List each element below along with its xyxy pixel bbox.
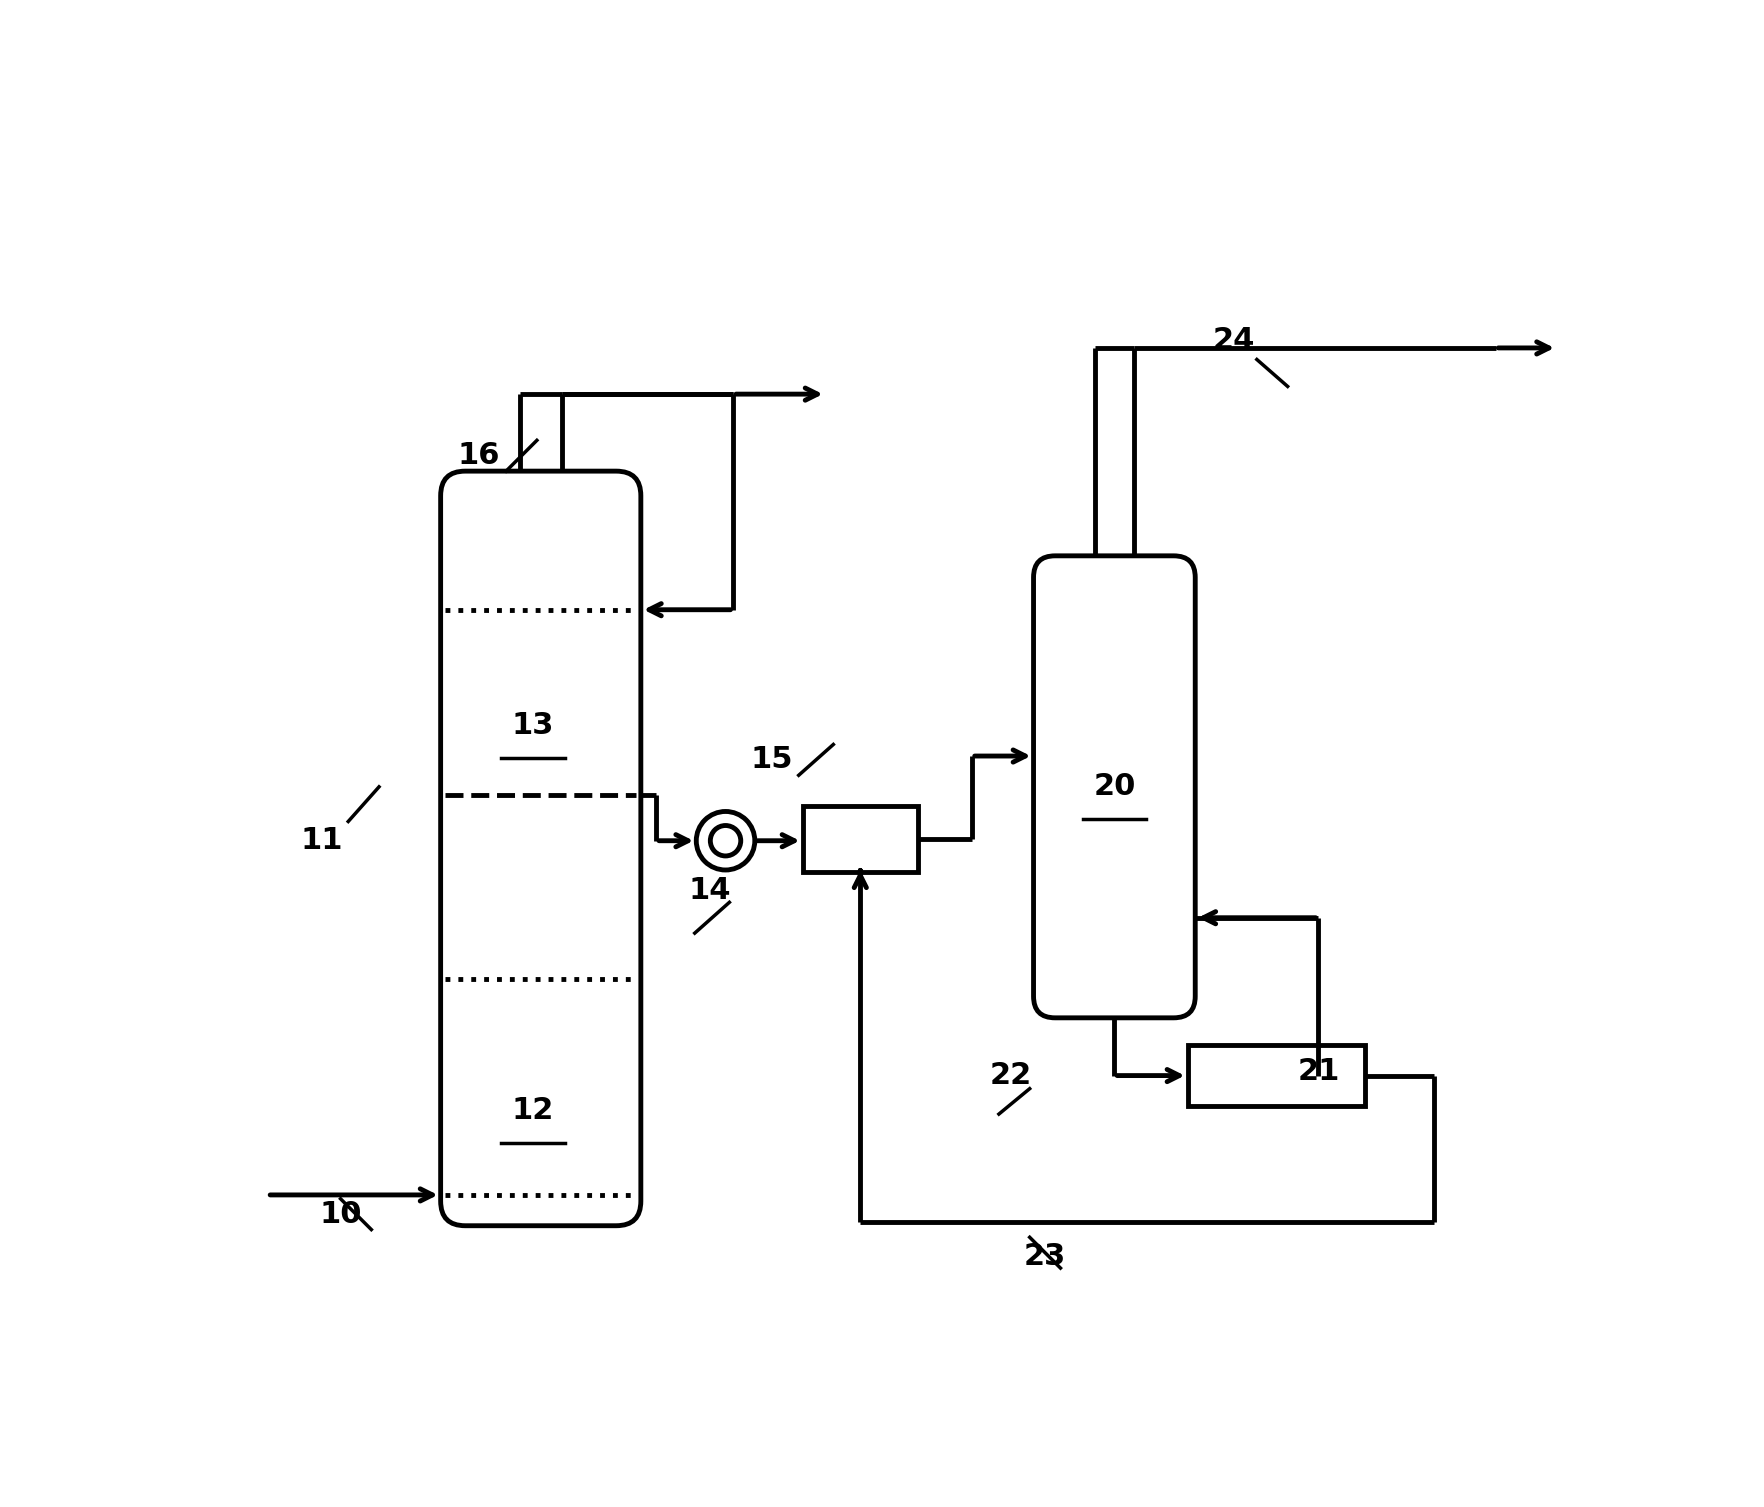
Bar <box>803 806 917 871</box>
Text: 16: 16 <box>457 442 501 470</box>
FancyBboxPatch shape <box>1034 556 1194 1017</box>
Text: 23: 23 <box>1023 1242 1065 1270</box>
Text: 10: 10 <box>319 1200 362 1228</box>
Text: 22: 22 <box>990 1061 1030 1090</box>
Bar <box>1187 1044 1364 1106</box>
Text: 15: 15 <box>750 746 792 775</box>
Text: 20: 20 <box>1092 772 1134 802</box>
Text: 24: 24 <box>1212 326 1254 354</box>
Text: 21: 21 <box>1297 1058 1339 1087</box>
Text: 14: 14 <box>688 876 730 906</box>
Text: 12: 12 <box>512 1096 554 1124</box>
Text: 13: 13 <box>512 711 554 740</box>
FancyBboxPatch shape <box>441 472 640 1225</box>
Text: 11: 11 <box>300 826 342 856</box>
